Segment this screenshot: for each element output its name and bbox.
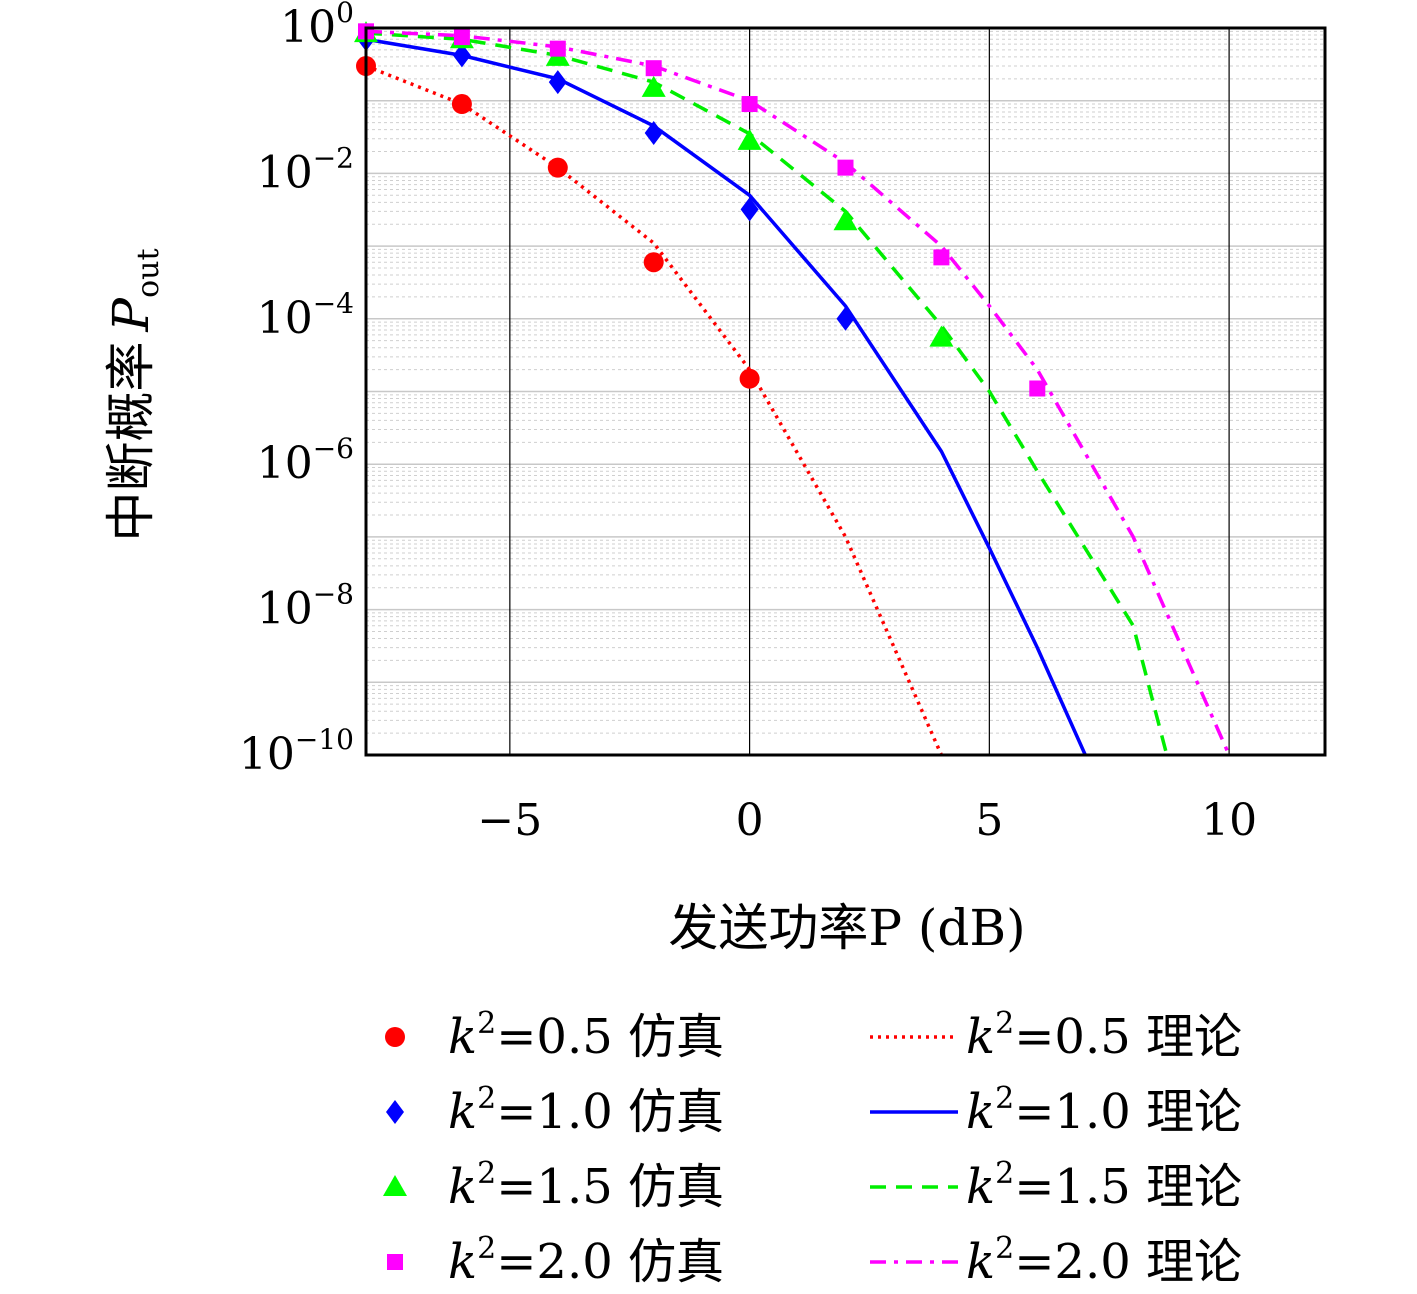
simulation-point: [645, 60, 662, 77]
y-axis-label: 中断概率 Pout: [102, 248, 166, 541]
legend-label: k2=0.5 理论: [966, 1006, 1242, 1065]
grid: [366, 27, 1325, 756]
x-tick-labels: −5 0 5 10: [477, 795, 1257, 846]
legend: k2=0.5 仿真 k2=1.0 仿真 k2=1.5 仿真 k2=2.0 仿真 k2=0…: [383, 1006, 1242, 1290]
legend-label: k2=1.5 理论: [966, 1156, 1242, 1215]
simulation-point: [644, 120, 663, 145]
x-tick-label: 0: [736, 795, 764, 846]
simulation-point: [739, 368, 760, 389]
simulation-point: [451, 94, 472, 115]
simulation-point: [641, 75, 666, 97]
simulation-point: [453, 29, 470, 46]
simulation-point: [452, 43, 471, 68]
simulation-point: [741, 96, 758, 113]
simulation-point: [836, 306, 855, 331]
y-tick-label: 10−2: [257, 141, 354, 198]
x-axis-label: 发送功率P (dB): [668, 899, 1025, 957]
simulation-point: [740, 197, 759, 222]
simulation-point: [1029, 380, 1046, 397]
legend-marker: [386, 1100, 404, 1124]
plot-frame: [364, 26, 1327, 757]
simulation-point: [643, 252, 664, 273]
y-axis-label-text: 中断概率: [102, 342, 160, 542]
simulation-point: [547, 157, 568, 178]
legend-label: k2=0.5 仿真: [448, 1006, 724, 1065]
legend-marker: [385, 1027, 405, 1047]
simulation-point: [549, 40, 566, 57]
simulation-point: [929, 325, 954, 347]
simulation-point: [933, 249, 950, 266]
y-tick-label: 100: [280, 0, 354, 53]
y-axis-label-subscript: out: [131, 248, 166, 297]
legend-label: k2=2.0 理论: [966, 1231, 1242, 1290]
legend-label: k2=2.0 仿真: [448, 1231, 724, 1290]
y-tick-label: 10−8: [257, 578, 354, 635]
legend-marker: [383, 1175, 407, 1196]
legend-label: k2=1.0 理论: [966, 1081, 1242, 1140]
simulation-point: [837, 159, 854, 176]
simulation-point: [833, 209, 858, 231]
simulation-point: [548, 70, 567, 95]
y-axis-label-symbol: P: [102, 297, 160, 333]
x-tick-label: −5: [477, 795, 542, 846]
y-tick-label: 10−10: [239, 723, 354, 780]
series-markers: [354, 21, 1046, 397]
y-tick-label: 10−4: [257, 287, 354, 344]
legend-label: k2=1.5 仿真: [448, 1156, 724, 1215]
legend-label: k2=1.0 仿真: [448, 1081, 724, 1140]
y-tick-label: 10−6: [257, 432, 354, 489]
x-tick-label: 5: [975, 795, 1003, 846]
simulation-point: [737, 128, 762, 150]
legend-marker: [387, 1254, 403, 1270]
y-tick-labels: 100 10−2 10−4 10−6 10−8 10−10: [239, 0, 354, 780]
x-tick-label: 10: [1201, 795, 1257, 846]
svg-text:中断概率Pout: 中断概率 Pout: [102, 248, 166, 541]
theory-line: [366, 37, 1087, 755]
